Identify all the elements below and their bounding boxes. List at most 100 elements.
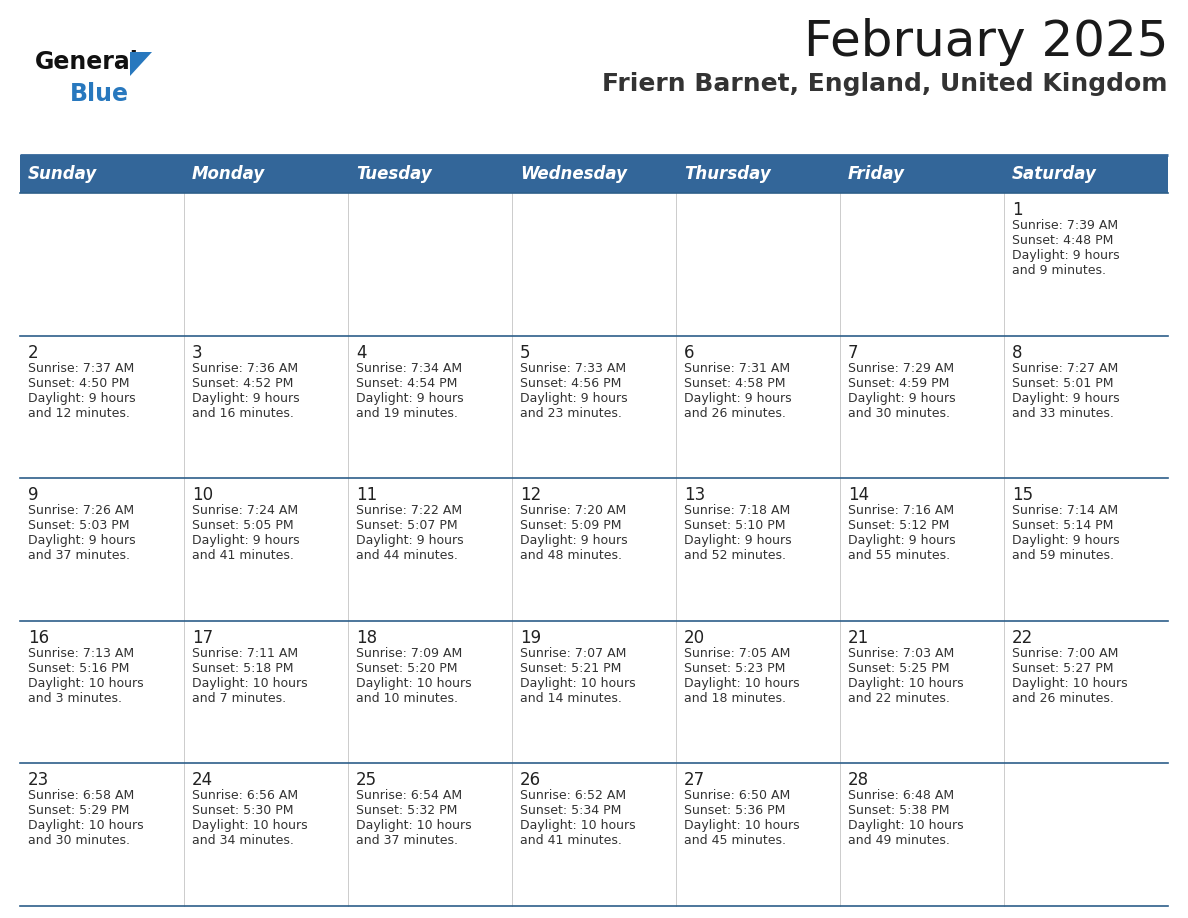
Text: and 52 minutes.: and 52 minutes. — [684, 549, 786, 562]
Text: Sunrise: 7:34 AM: Sunrise: 7:34 AM — [356, 362, 462, 375]
Bar — [20, 621, 1168, 764]
Text: Daylight: 9 hours: Daylight: 9 hours — [356, 534, 463, 547]
Text: and 18 minutes.: and 18 minutes. — [684, 692, 786, 705]
Text: Sunrise: 7:36 AM: Sunrise: 7:36 AM — [192, 362, 298, 375]
Text: Sunrise: 7:39 AM: Sunrise: 7:39 AM — [1012, 219, 1118, 232]
Text: and 59 minutes.: and 59 minutes. — [1012, 549, 1114, 562]
Text: Daylight: 9 hours: Daylight: 9 hours — [1012, 392, 1119, 405]
Text: and 34 minutes.: and 34 minutes. — [192, 834, 293, 847]
Text: Sunset: 5:07 PM: Sunset: 5:07 PM — [356, 520, 457, 532]
Text: Sunset: 4:48 PM: Sunset: 4:48 PM — [1012, 234, 1113, 247]
Text: Sunrise: 7:27 AM: Sunrise: 7:27 AM — [1012, 362, 1118, 375]
Text: 14: 14 — [848, 487, 870, 504]
Text: 3: 3 — [192, 343, 203, 362]
Text: Sunset: 4:52 PM: Sunset: 4:52 PM — [192, 376, 293, 389]
Text: Sunrise: 7:07 AM: Sunrise: 7:07 AM — [520, 647, 626, 660]
Text: 10: 10 — [192, 487, 213, 504]
Text: Sunset: 5:38 PM: Sunset: 5:38 PM — [848, 804, 949, 817]
Text: and 49 minutes.: and 49 minutes. — [848, 834, 950, 847]
Text: Friday: Friday — [848, 165, 905, 183]
Text: Sunset: 4:50 PM: Sunset: 4:50 PM — [29, 376, 129, 389]
Text: Friern Barnet, England, United Kingdom: Friern Barnet, England, United Kingdom — [602, 72, 1168, 96]
Text: Daylight: 10 hours: Daylight: 10 hours — [520, 820, 636, 833]
Text: Sunset: 4:59 PM: Sunset: 4:59 PM — [848, 376, 949, 389]
Text: 19: 19 — [520, 629, 541, 647]
Text: 15: 15 — [1012, 487, 1034, 504]
Text: Sunrise: 7:24 AM: Sunrise: 7:24 AM — [192, 504, 298, 517]
Text: Sunrise: 6:58 AM: Sunrise: 6:58 AM — [29, 789, 134, 802]
Text: Sunset: 5:34 PM: Sunset: 5:34 PM — [520, 804, 621, 817]
Text: Wednesday: Wednesday — [520, 165, 627, 183]
Text: and 55 minutes.: and 55 minutes. — [848, 549, 950, 562]
Text: and 45 minutes.: and 45 minutes. — [684, 834, 786, 847]
Text: Sunrise: 7:13 AM: Sunrise: 7:13 AM — [29, 647, 134, 660]
Text: and 7 minutes.: and 7 minutes. — [192, 692, 286, 705]
Text: and 37 minutes.: and 37 minutes. — [29, 549, 129, 562]
Text: Sunset: 5:29 PM: Sunset: 5:29 PM — [29, 804, 129, 817]
Text: and 30 minutes.: and 30 minutes. — [29, 834, 129, 847]
Text: Sunset: 4:54 PM: Sunset: 4:54 PM — [356, 376, 457, 389]
Text: 11: 11 — [356, 487, 378, 504]
Text: Monday: Monday — [192, 165, 265, 183]
Bar — [20, 155, 1168, 193]
Text: Daylight: 10 hours: Daylight: 10 hours — [356, 820, 472, 833]
Text: Daylight: 9 hours: Daylight: 9 hours — [520, 534, 627, 547]
Text: 13: 13 — [684, 487, 706, 504]
Text: Daylight: 9 hours: Daylight: 9 hours — [356, 392, 463, 405]
Text: Sunset: 4:58 PM: Sunset: 4:58 PM — [684, 376, 785, 389]
Text: Daylight: 10 hours: Daylight: 10 hours — [520, 677, 636, 689]
Text: Sunset: 5:05 PM: Sunset: 5:05 PM — [192, 520, 293, 532]
Text: and 26 minutes.: and 26 minutes. — [684, 407, 786, 420]
Text: Daylight: 10 hours: Daylight: 10 hours — [192, 677, 308, 689]
Polygon shape — [129, 52, 152, 76]
Text: Sunrise: 6:52 AM: Sunrise: 6:52 AM — [520, 789, 626, 802]
Text: Sunset: 5:30 PM: Sunset: 5:30 PM — [192, 804, 293, 817]
Text: Sunset: 4:56 PM: Sunset: 4:56 PM — [520, 376, 621, 389]
Text: Tuesday: Tuesday — [356, 165, 431, 183]
Text: and 22 minutes.: and 22 minutes. — [848, 692, 950, 705]
Text: Sunset: 5:27 PM: Sunset: 5:27 PM — [1012, 662, 1113, 675]
Text: 8: 8 — [1012, 343, 1023, 362]
Text: 26: 26 — [520, 771, 541, 789]
Text: and 30 minutes.: and 30 minutes. — [848, 407, 950, 420]
Text: Daylight: 10 hours: Daylight: 10 hours — [684, 820, 800, 833]
Text: and 19 minutes.: and 19 minutes. — [356, 407, 457, 420]
Text: Daylight: 9 hours: Daylight: 9 hours — [192, 392, 299, 405]
Text: Sunset: 5:14 PM: Sunset: 5:14 PM — [1012, 520, 1113, 532]
Text: Sunset: 5:32 PM: Sunset: 5:32 PM — [356, 804, 457, 817]
Text: Sunrise: 7:18 AM: Sunrise: 7:18 AM — [684, 504, 790, 517]
Text: Daylight: 9 hours: Daylight: 9 hours — [848, 392, 955, 405]
Text: and 44 minutes.: and 44 minutes. — [356, 549, 457, 562]
Text: and 16 minutes.: and 16 minutes. — [192, 407, 293, 420]
Text: Daylight: 9 hours: Daylight: 9 hours — [520, 392, 627, 405]
Text: Daylight: 10 hours: Daylight: 10 hours — [848, 677, 963, 689]
Text: 9: 9 — [29, 487, 38, 504]
Text: 28: 28 — [848, 771, 870, 789]
Text: 20: 20 — [684, 629, 706, 647]
Text: Sunset: 5:16 PM: Sunset: 5:16 PM — [29, 662, 129, 675]
Text: and 3 minutes.: and 3 minutes. — [29, 692, 122, 705]
Text: and 10 minutes.: and 10 minutes. — [356, 692, 459, 705]
Text: 27: 27 — [684, 771, 706, 789]
Text: Sunrise: 7:03 AM: Sunrise: 7:03 AM — [848, 647, 954, 660]
Text: General: General — [34, 50, 139, 74]
Text: Sunset: 5:12 PM: Sunset: 5:12 PM — [848, 520, 949, 532]
Text: Sunset: 5:36 PM: Sunset: 5:36 PM — [684, 804, 785, 817]
Text: Sunrise: 7:05 AM: Sunrise: 7:05 AM — [684, 647, 790, 660]
Text: and 37 minutes.: and 37 minutes. — [356, 834, 459, 847]
Text: Daylight: 9 hours: Daylight: 9 hours — [848, 534, 955, 547]
Text: Daylight: 10 hours: Daylight: 10 hours — [192, 820, 308, 833]
Text: Sunrise: 7:20 AM: Sunrise: 7:20 AM — [520, 504, 626, 517]
Text: Sunrise: 7:11 AM: Sunrise: 7:11 AM — [192, 647, 298, 660]
Text: 21: 21 — [848, 629, 870, 647]
Text: Sunset: 5:23 PM: Sunset: 5:23 PM — [684, 662, 785, 675]
Text: Daylight: 10 hours: Daylight: 10 hours — [29, 677, 144, 689]
Text: 17: 17 — [192, 629, 213, 647]
Text: Sunrise: 7:09 AM: Sunrise: 7:09 AM — [356, 647, 462, 660]
Bar — [20, 478, 1168, 621]
Text: 1: 1 — [1012, 201, 1023, 219]
Text: Sunrise: 7:14 AM: Sunrise: 7:14 AM — [1012, 504, 1118, 517]
Text: 16: 16 — [29, 629, 49, 647]
Text: 5: 5 — [520, 343, 531, 362]
Text: Daylight: 10 hours: Daylight: 10 hours — [356, 677, 472, 689]
